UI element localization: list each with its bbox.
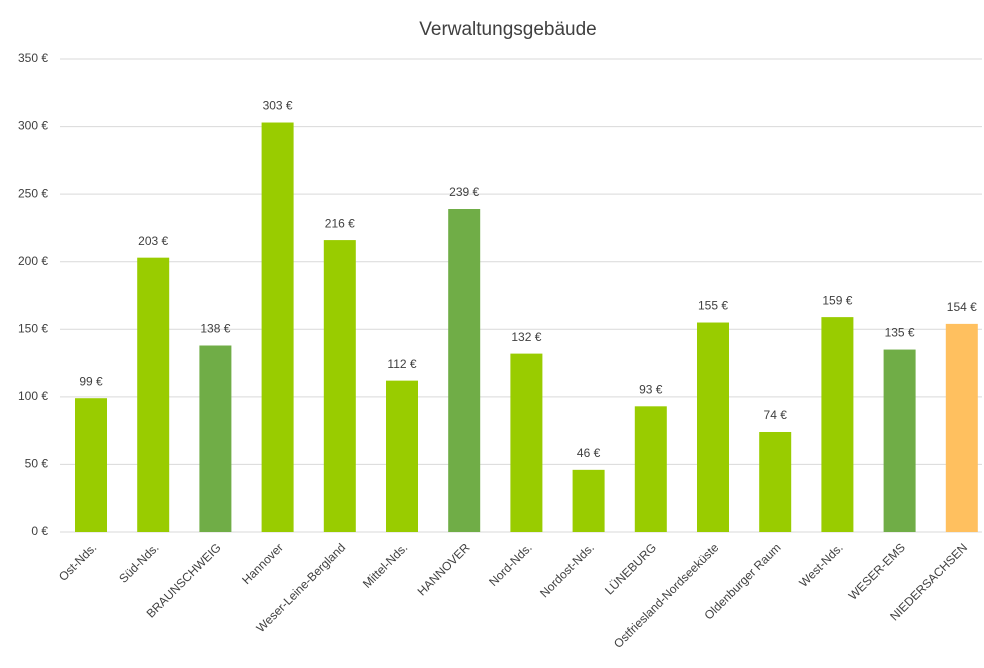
bar — [697, 322, 729, 532]
x-tick-label: Ostfriesland-Nordseeküste — [611, 540, 722, 651]
bar — [759, 431, 792, 532]
y-tick-label: 0 € — [31, 524, 48, 538]
x-tick-label: Ost-Nds. — [56, 540, 99, 583]
data-label: 138 € — [200, 322, 230, 336]
x-tick-label: HANNOVER — [415, 540, 473, 598]
bar — [945, 323, 978, 532]
chart-title: Verwaltungsgebäude — [419, 19, 596, 40]
y-tick-label: 50 € — [25, 457, 49, 471]
x-tick-label: West-Nds. — [796, 540, 845, 589]
bar — [386, 380, 418, 532]
x-tick-label: Hannover — [239, 540, 286, 587]
bar — [634, 406, 667, 532]
bar — [883, 349, 916, 532]
bar — [448, 209, 481, 532]
bar — [199, 345, 232, 532]
data-label: 99 € — [79, 374, 103, 388]
data-label: 46 € — [577, 446, 601, 460]
data-label: 154 € — [947, 300, 977, 314]
data-label: 159 € — [822, 293, 852, 307]
x-tick-label: Mittel-Nds. — [360, 540, 410, 590]
x-tick-label: Nordost-Nds. — [537, 540, 597, 600]
bar — [323, 240, 356, 532]
bar — [572, 469, 605, 532]
data-label: 74 € — [764, 408, 788, 422]
x-tick-label: WESER-EMS — [846, 540, 908, 602]
y-tick-label: 250 € — [18, 186, 48, 200]
x-tick-label: Nord-Nds. — [486, 540, 535, 589]
bar — [261, 122, 294, 532]
data-label: 112 € — [387, 357, 416, 371]
y-tick-label: 200 € — [18, 254, 48, 268]
data-label: 303 € — [263, 99, 293, 113]
x-tick-label: Süd-Nds. — [116, 540, 161, 585]
data-label: 135 € — [885, 326, 915, 340]
bar — [137, 257, 170, 532]
y-tick-label: 300 € — [18, 119, 48, 133]
data-label: 155 € — [698, 299, 728, 313]
data-label: 239 € — [449, 185, 479, 199]
bar — [821, 317, 854, 532]
data-label: 132 € — [511, 330, 541, 344]
data-label: 203 € — [138, 234, 168, 248]
y-tick-label: 100 € — [18, 389, 48, 403]
x-tick-label: LÜNEBURG — [602, 540, 659, 597]
y-tick-label: 350 € — [18, 51, 48, 65]
bar — [75, 398, 107, 532]
y-tick-label: 150 € — [18, 321, 48, 335]
bar — [510, 353, 543, 532]
data-label: 93 € — [639, 382, 663, 396]
data-label: 216 € — [325, 216, 355, 230]
